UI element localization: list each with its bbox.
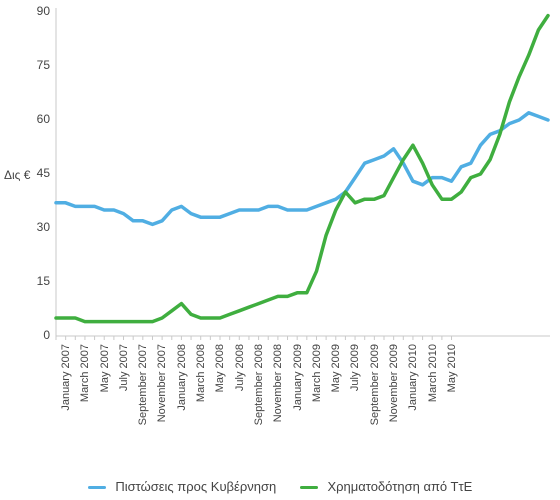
x-tick-label: September 2009	[369, 344, 381, 444]
x-tick-label: March 2010	[427, 344, 439, 444]
legend-item-0: Πιστώσεις προς Κυβέρνηση	[88, 479, 277, 494]
line-chart: Δις € Πιστώσεις προς Κυβέρνηση Χρηματοδό…	[0, 0, 560, 500]
x-tick-label: January 2007	[60, 344, 72, 444]
legend-label-0: Πιστώσεις προς Κυβέρνηση	[115, 479, 276, 494]
x-tick-label: March 2008	[195, 344, 207, 444]
y-tick-label: 90	[22, 4, 50, 18]
x-tick-label: January 2009	[292, 344, 304, 444]
y-tick-label: 75	[22, 58, 50, 72]
x-tick-label: March 2007	[79, 344, 91, 444]
x-tick-label: July 2007	[118, 344, 130, 444]
y-tick-label: 0	[22, 328, 50, 342]
y-tick-label: 60	[22, 112, 50, 126]
series-line-1	[56, 16, 548, 322]
y-tick-label: 15	[22, 274, 50, 288]
x-tick-label: May 2007	[99, 344, 111, 444]
x-tick-label: May 2010	[446, 344, 458, 444]
y-tick-label: 30	[22, 220, 50, 234]
x-tick-label: May 2009	[330, 344, 342, 444]
x-tick-label: January 2010	[407, 344, 419, 444]
legend-item-1: Χρηματοδότηση από ΤτΕ	[300, 479, 472, 494]
x-tick-label: November 2007	[156, 344, 168, 444]
x-tick-label: January 2008	[176, 344, 188, 444]
series-line-0	[56, 113, 548, 225]
legend-swatch-0	[88, 486, 106, 489]
x-tick-label: July 2008	[234, 344, 246, 444]
x-tick-label: September 2007	[137, 344, 149, 444]
x-tick-label: November 2008	[272, 344, 284, 444]
y-tick-label: 45	[22, 166, 50, 180]
x-tick-label: May 2008	[214, 344, 226, 444]
x-tick-label: July 2009	[349, 344, 361, 444]
legend-swatch-1	[300, 486, 318, 489]
legend-label-1: Χρηματοδότηση από ΤτΕ	[327, 479, 472, 494]
x-tick-label: September 2008	[253, 344, 265, 444]
legend: Πιστώσεις προς Κυβέρνηση Χρηματοδότηση α…	[0, 479, 560, 494]
x-tick-label: November 2009	[388, 344, 400, 444]
x-tick-label: March 2009	[311, 344, 323, 444]
